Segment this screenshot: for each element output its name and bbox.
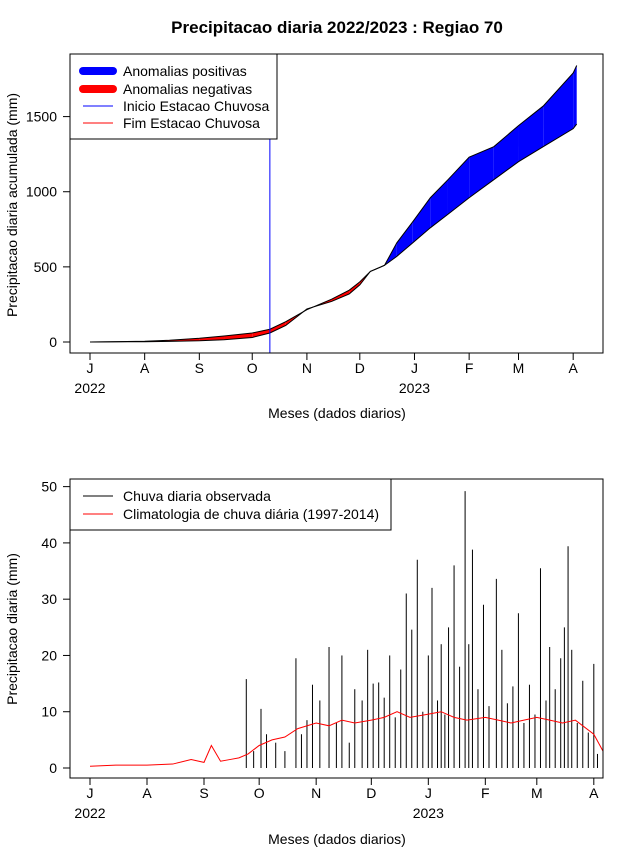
observed-cumulative-line [89, 65, 578, 343]
legend-label-end: Fim Estacao Chuvosa [123, 115, 260, 131]
figure-title: Precipitacao diaria 2022/2023 : Regiao 7… [171, 18, 503, 37]
positive-anomaly-segment [469, 146, 494, 198]
y-tick-label: 20 [41, 647, 57, 663]
x-tick-label: J [87, 785, 94, 801]
x-tick-label: S [195, 360, 204, 376]
daily-panel: J A S O N D J F M A 2022 2023 0 10 20 30 40 50 Meses (da… [4, 478, 604, 847]
legend-label-negative: Anomalias negativas [123, 81, 252, 97]
x-year-label: 2022 [74, 805, 105, 821]
x-axis-top: J A S O N D J F M A 2022 2023 [74, 352, 579, 396]
y-tick-label: 0 [49, 760, 57, 776]
negative-anomaly-segment [269, 321, 286, 333]
y-tick-label: 30 [41, 591, 57, 607]
negative-anomaly-segment [252, 329, 270, 338]
climatology-cumulative-line [89, 123, 578, 343]
x-axis-label-bottom: Meses (dados diarios) [268, 831, 406, 847]
x-tick-label: J [87, 360, 94, 376]
x-tick-label: A [142, 785, 152, 801]
x-tick-label: M [531, 785, 543, 801]
positive-anomaly-segment [573, 65, 577, 129]
x-tick-label: D [366, 785, 376, 801]
legend-label-observed: Chuva diaria observada [123, 488, 271, 504]
x-axis-bottom: J A S O N D J F M A 2022 2023 [74, 777, 599, 821]
positive-anomaly-segment [493, 125, 519, 180]
negative-anomaly-segment [331, 290, 350, 302]
climatology-line-group [89, 711, 604, 767]
x-tick-label: D [355, 360, 365, 376]
y-tick-label: 1500 [26, 109, 57, 125]
negative-anomaly-segment [349, 281, 360, 294]
y-tick-label: 10 [41, 704, 57, 720]
positive-anomaly-segment [518, 106, 544, 162]
positive-anomaly-segment [396, 221, 413, 257]
legend-label-start: Inicio Estacao Chuvosa [123, 98, 270, 114]
y-axis-bottom: 0 10 20 30 40 50 [41, 479, 71, 776]
x-tick-label: J [425, 785, 432, 801]
x-year-label: 2022 [74, 380, 105, 396]
x-tick-label: N [311, 785, 321, 801]
y-tick-label: 0 [49, 334, 57, 350]
y-axis-label-top: Precipitacao diaria acumulada (mm) [4, 93, 20, 317]
x-tick-label: A [569, 360, 579, 376]
x-year-label: 2023 [413, 805, 444, 821]
y-tick-label: 500 [34, 259, 58, 275]
y-axis-top: 0 500 1000 1500 [26, 109, 71, 350]
legend-box-bottom [69, 478, 392, 531]
x-tick-label: M [513, 360, 525, 376]
legend-label-positive: Anomalias positivas [123, 63, 247, 79]
y-tick-label: 50 [41, 479, 57, 495]
cumulative-panel: J A S O N D J F M A 2022 2023 0 500 1000 1500 Meses (d… [4, 53, 604, 421]
y-tick-label: 40 [41, 535, 57, 551]
x-tick-label: O [247, 360, 258, 376]
positive-anomaly-segment [430, 179, 448, 228]
x-tick-label: A [589, 785, 599, 801]
positive-anomaly-segment [543, 73, 574, 147]
x-tick-label: J [411, 360, 418, 376]
negative-anomaly-segment [224, 332, 253, 340]
x-tick-label: A [140, 360, 150, 376]
x-tick-label: N [302, 360, 312, 376]
y-axis-label-bottom: Precipitacao diaria (mm) [4, 553, 20, 705]
x-tick-label: F [465, 360, 474, 376]
legend-top: Anomalias positivas Anomalias negativas … [69, 53, 278, 140]
daily-bars [245, 491, 598, 768]
legend-label-climatology: Climatologia de chuva diária (1997-2014) [123, 506, 379, 522]
x-axis-label-top: Meses (dados diarios) [268, 405, 406, 421]
x-tick-label: F [481, 785, 490, 801]
positive-anomaly-segment [447, 157, 470, 215]
positive-anomaly-segment [412, 197, 431, 243]
legend-bottom: Chuva diaria observada Climatologia de c… [69, 478, 392, 531]
x-tick-label: S [199, 785, 208, 801]
x-tick-label: O [254, 785, 265, 801]
x-year-label: 2023 [399, 380, 430, 396]
climatology-daily-line [89, 711, 604, 767]
y-tick-label: 1000 [26, 184, 57, 200]
anomaly-fills [90, 65, 577, 342]
